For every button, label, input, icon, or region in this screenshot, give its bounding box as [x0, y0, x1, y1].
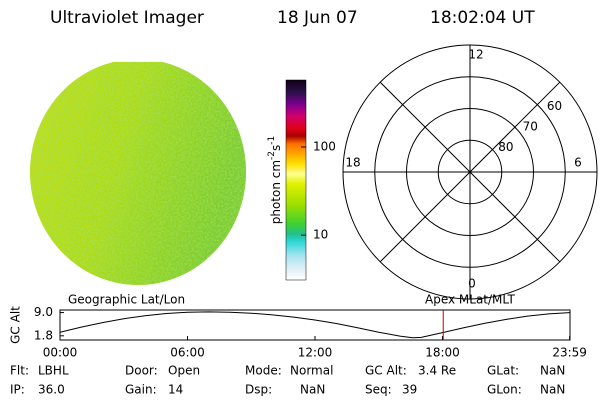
lat-circle — [374, 76, 566, 268]
field-value: NaN — [540, 383, 565, 397]
exponent-1: -2 — [267, 151, 277, 160]
field-label: Seq: — [365, 383, 392, 397]
field-value: Normal — [290, 364, 333, 378]
lat-label: 80 — [498, 140, 513, 154]
unit-2: s — [269, 145, 283, 151]
mlt-line — [379, 81, 561, 263]
x-tick-label: 06:00 — [170, 346, 205, 360]
mlt-label: 0 — [468, 277, 476, 291]
field-label: GC Alt: — [365, 364, 407, 378]
field-value: 3.4 Re — [418, 364, 456, 378]
x-tick-label: 23:59 — [552, 346, 587, 360]
date: 18 Jun 07 — [277, 8, 358, 28]
left-label: Geographic Lat/Lon — [68, 293, 185, 307]
exponent-2: -1 — [267, 136, 277, 145]
lat-label: 70 — [523, 120, 538, 134]
title: Ultraviolet Imager — [50, 8, 204, 28]
field-label: Gain: — [125, 383, 157, 397]
x-tick-label: 18:00 — [425, 346, 460, 360]
uv-image — [30, 62, 246, 285]
colorbar-tick-label: 10 — [313, 228, 328, 242]
field-value: NaN — [540, 364, 565, 378]
lat-circle — [406, 108, 534, 236]
x-tick-label: 12:00 — [298, 346, 333, 360]
field-value: 39 — [402, 383, 417, 397]
altitude-plot: Geographic Lat/Lon Apex MLat/MLT GC Alt 9.0… — [9, 293, 587, 360]
field-value: 14 — [168, 383, 183, 397]
footer: Flt: LBHL Door: Open Mode: Normal GC Alt: 3.4 R… — [10, 364, 565, 397]
lat-label: 60 — [547, 99, 562, 113]
altitude-line — [59, 311, 570, 339]
field-label: Dsp: — [245, 383, 272, 397]
field-value: Open — [168, 364, 200, 378]
field-label: Mode: — [245, 364, 282, 378]
plot-frame — [59, 309, 571, 341]
colorbar-label: photon cm-2s-1 — [267, 136, 283, 225]
field-value: NaN — [300, 383, 325, 397]
field-value: LBHL — [38, 364, 69, 378]
time: 18:02:04 UT — [430, 8, 535, 28]
field-label: Flt: — [10, 364, 29, 378]
x-tick-label: 00:00 — [43, 346, 78, 360]
unit-1: photon cm — [269, 160, 283, 224]
mlt-label: 6 — [574, 156, 582, 170]
colorbar — [285, 79, 307, 281]
y-tick-label: 1.8 — [34, 328, 53, 342]
mlt-label: 18 — [345, 156, 360, 170]
colorbar-tick-label: 100 — [313, 139, 336, 153]
y-axis-label: GC Alt — [9, 306, 23, 344]
lat-circle — [437, 139, 503, 205]
field-label: IP: — [10, 383, 25, 397]
mlt-label: 12 — [468, 48, 483, 62]
field-label: GLat: — [487, 364, 519, 378]
field-label: Door: — [125, 364, 158, 378]
field-label: GLon: — [487, 383, 522, 397]
right-label: Apex MLat/MLT — [425, 293, 515, 307]
field-value: 36.0 — [38, 383, 65, 397]
y-tick-label: 9.0 — [34, 305, 53, 319]
